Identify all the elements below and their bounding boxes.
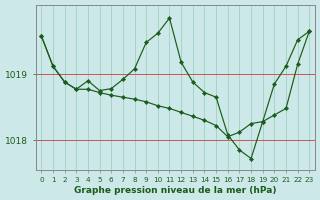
- X-axis label: Graphe pression niveau de la mer (hPa): Graphe pression niveau de la mer (hPa): [74, 186, 276, 195]
